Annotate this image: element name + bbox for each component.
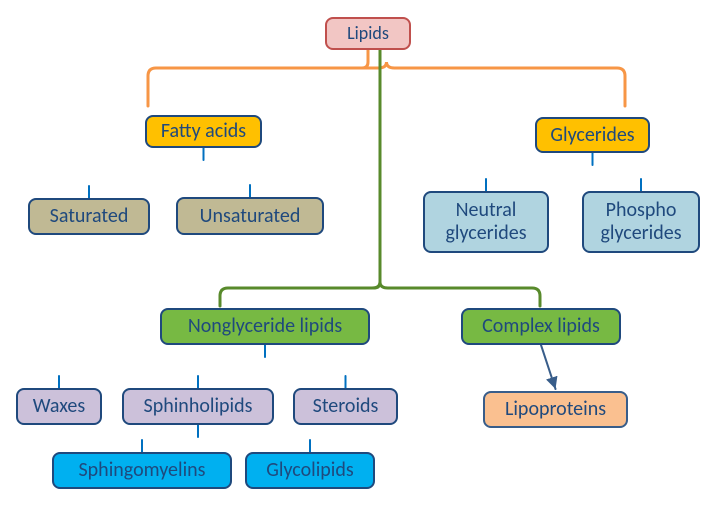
node-sphingomy: Sphingomyelins xyxy=(52,452,232,489)
node-nonglyc: Nonglyceride lipids xyxy=(160,308,370,345)
node-glycerides: Glycerides xyxy=(535,117,650,153)
node-complex: Complex lipids xyxy=(461,308,621,345)
node-lipids: Lipids xyxy=(325,17,411,50)
node-steroids: Steroids xyxy=(293,388,398,425)
node-glycolipids: Glycolipids xyxy=(245,452,375,489)
node-sphinho: Sphinholipids xyxy=(122,388,274,425)
node-unsaturated: Unsaturated xyxy=(176,197,324,235)
connectors-layer xyxy=(0,0,720,523)
node-neutral: Neutral glycerides xyxy=(423,191,549,253)
node-fatty: Fatty acids xyxy=(145,115,262,148)
node-lipoproteins: Lipoproteins xyxy=(483,391,628,428)
node-waxes: Waxes xyxy=(16,388,102,425)
node-saturated: Saturated xyxy=(28,198,150,235)
node-phospho: Phospho glycerides xyxy=(582,191,700,253)
